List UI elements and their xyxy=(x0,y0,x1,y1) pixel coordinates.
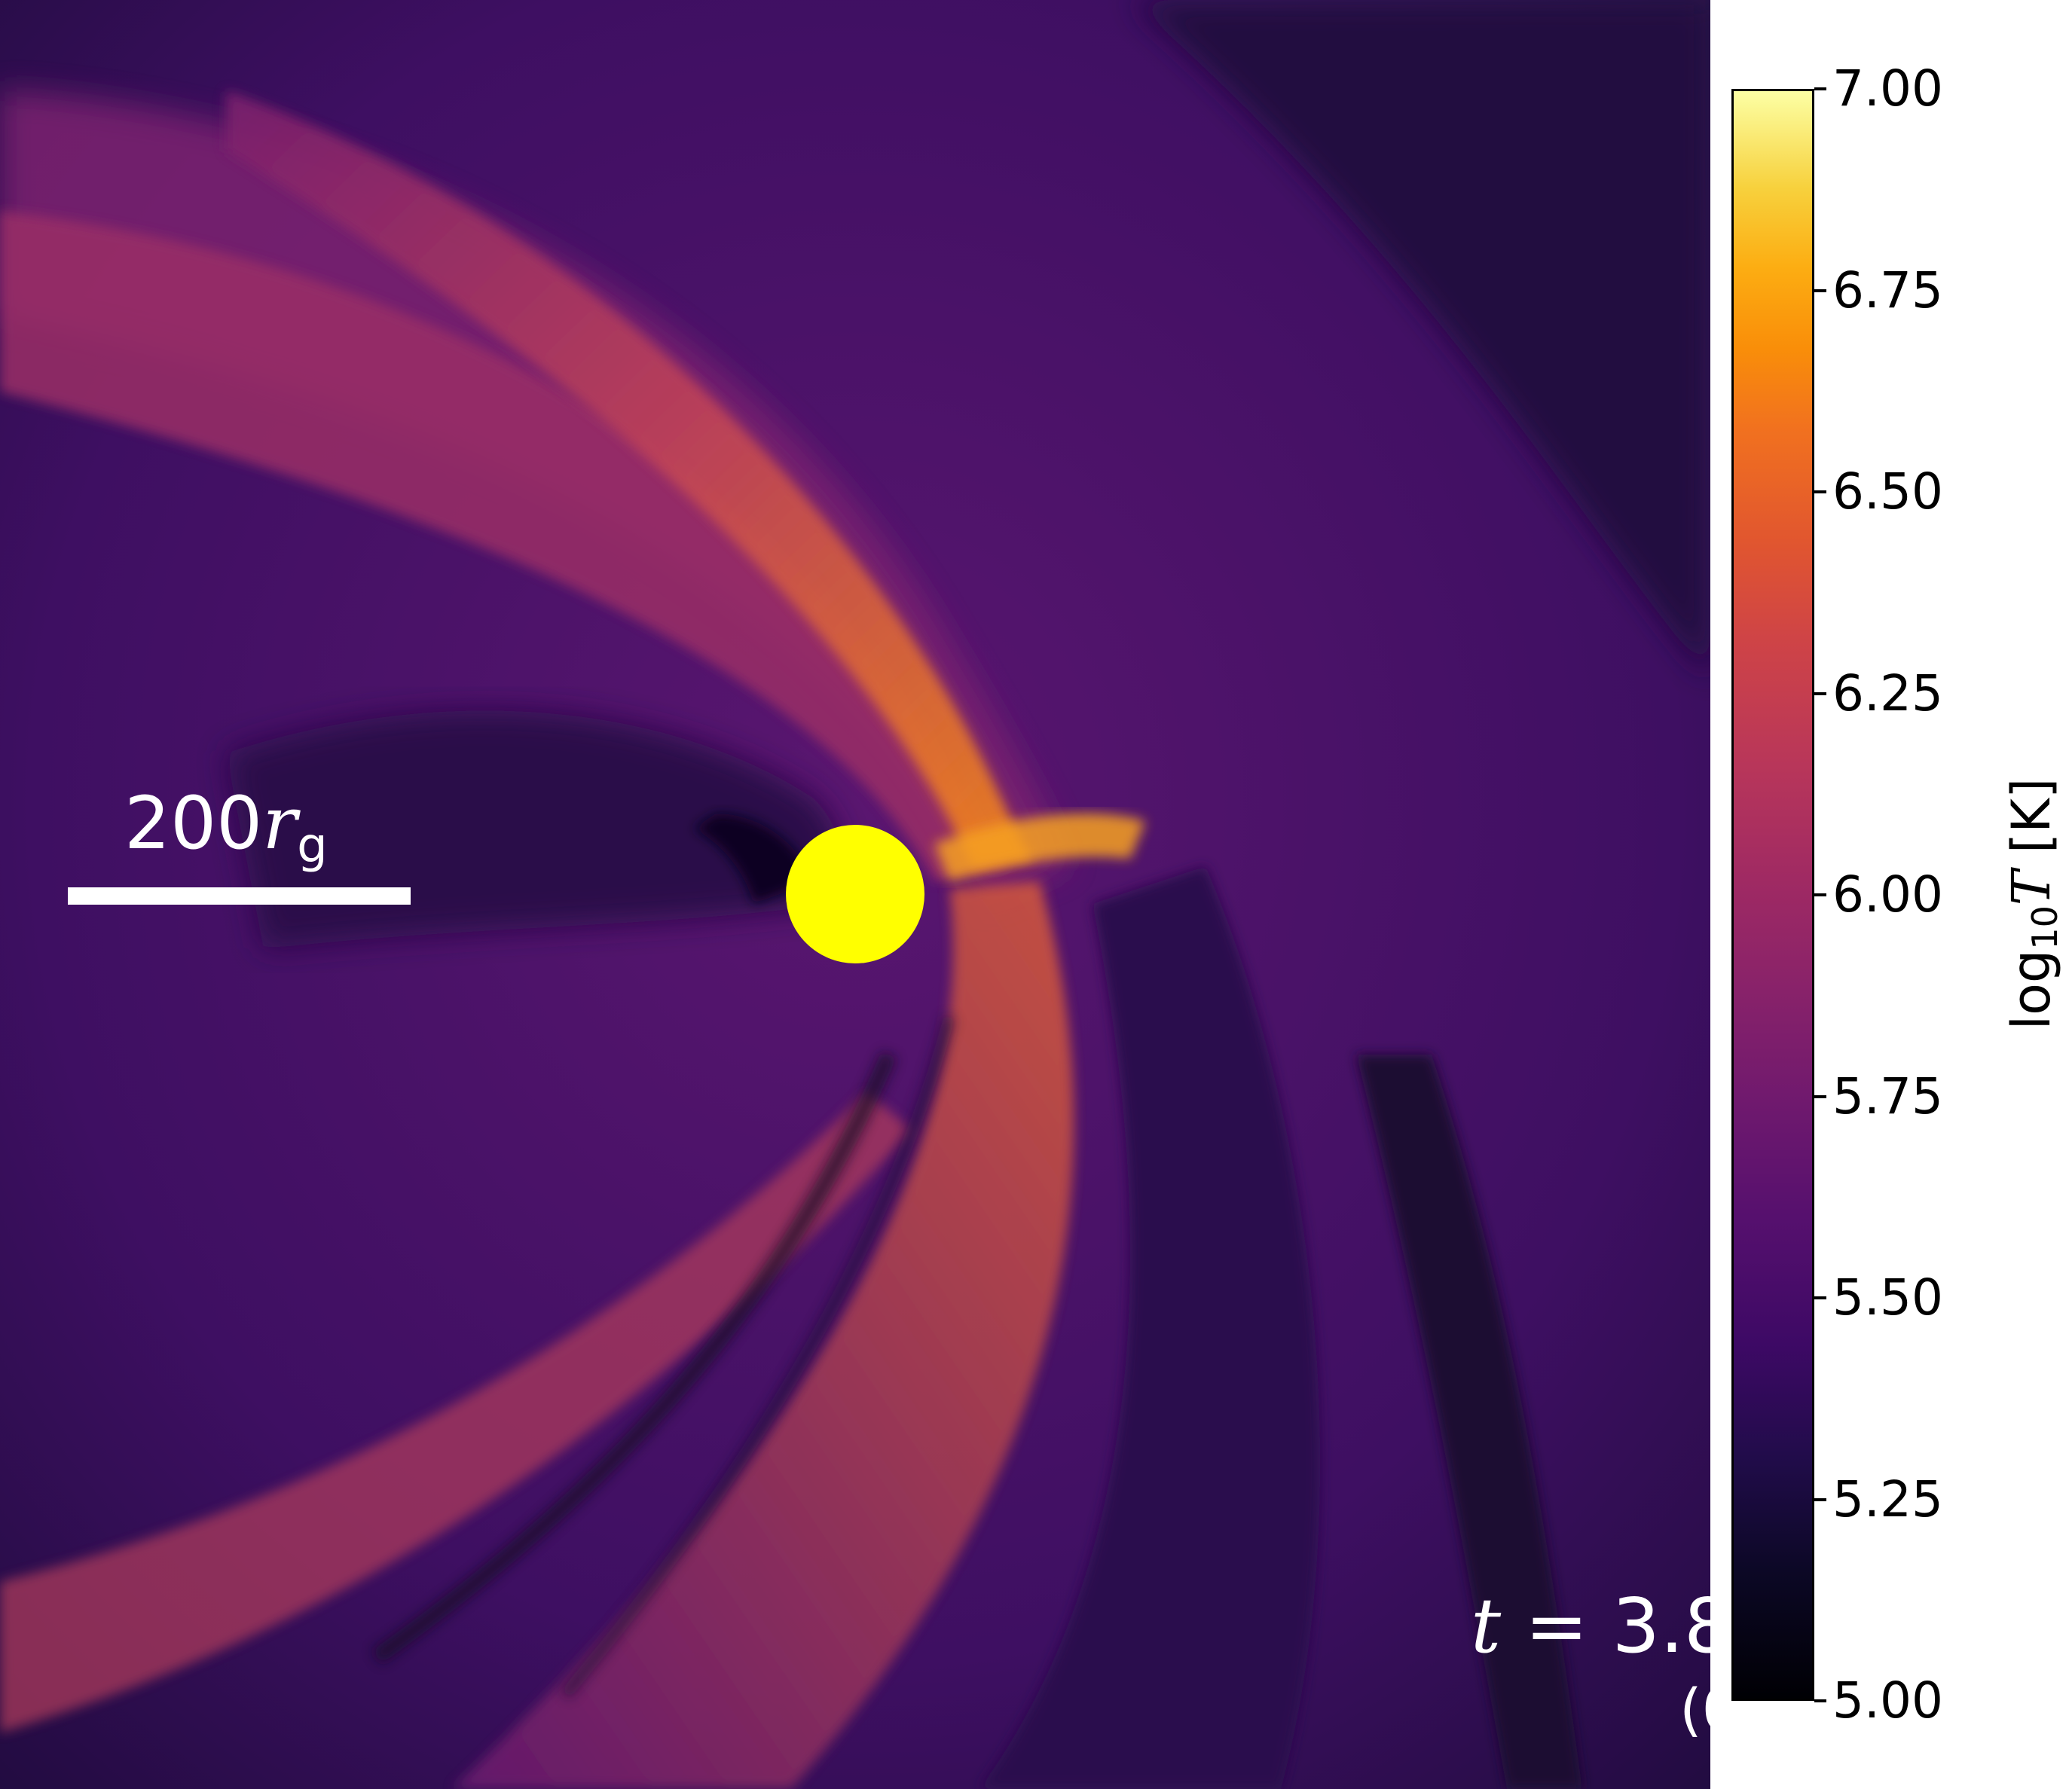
dark-streak xyxy=(979,866,1321,1789)
time-fraction-variable: t xyxy=(1829,1676,1853,1743)
dark-region xyxy=(1130,0,1710,678)
colorbar-tick xyxy=(1814,1094,1826,1098)
time-variable: t xyxy=(1470,1582,1502,1670)
colorbar-tick-label: 6.50 xyxy=(1832,463,1943,521)
colorbar-tick-label: 6.00 xyxy=(1832,865,1943,924)
colorbar-tick xyxy=(1814,288,1826,292)
dark-filament xyxy=(560,1015,955,1699)
time-fraction-label: (0.49t0) xyxy=(1679,1676,1899,1748)
colorbar-title-variable: T xyxy=(2000,870,2062,906)
colorbar-title-prefix: log xyxy=(2000,949,2062,1030)
colorbar-tick-label: 5.75 xyxy=(1832,1067,1943,1125)
black-hole xyxy=(786,825,924,963)
returning-stream xyxy=(452,881,1074,1789)
colorbar-tick-label: 7.00 xyxy=(1832,60,1943,118)
colorbar-tick xyxy=(1814,490,1826,493)
time-fraction-subscript: 0 xyxy=(1852,1704,1877,1748)
hot-shock-front xyxy=(226,90,1032,866)
scale-bar-symbol: r xyxy=(262,781,298,865)
time-label: t = 3.87 days xyxy=(1471,1582,1982,1670)
time-fraction-close: ) xyxy=(1876,1676,1899,1743)
colorbar-tick-label: 6.25 xyxy=(1832,664,1943,722)
colorbar-tick xyxy=(1814,1497,1826,1501)
scale-bar-subscript: g xyxy=(297,818,328,874)
dark-filament xyxy=(371,1051,897,1664)
colorbar-title: log10T [K] xyxy=(2000,778,2065,1030)
colorbar-tick xyxy=(1814,893,1826,896)
temperature-map xyxy=(0,0,1710,1789)
colorbar-title-subscript: 10 xyxy=(2025,905,2065,950)
colorbar xyxy=(1731,89,1814,1701)
colorbar-title-unit: [K] xyxy=(2000,777,2062,871)
colorbar-tick-label: 5.00 xyxy=(1832,1671,1943,1729)
colorbar-tick-label: 6.75 xyxy=(1832,261,1943,319)
colorbar-tick-label: 5.25 xyxy=(1832,1470,1943,1528)
colorbar-tick-label: 5.50 xyxy=(1832,1268,1943,1326)
cavity-core xyxy=(693,814,814,904)
scale-bar-label: 200rg xyxy=(124,787,328,870)
colorbar-tick xyxy=(1814,1699,1826,1702)
scale-bar xyxy=(68,887,411,905)
dark-streak xyxy=(1356,1055,1582,1789)
colorbar-tick xyxy=(1814,87,1826,90)
colorbar-tick xyxy=(1814,1296,1826,1299)
scale-bar-number: 200 xyxy=(124,781,263,865)
debris-stream-mid xyxy=(0,211,1010,881)
lower-arc xyxy=(0,1092,912,1733)
colorbar-gradient xyxy=(1734,91,1812,1699)
colorbar-tick xyxy=(1814,691,1826,695)
hot-spot xyxy=(934,814,1145,881)
